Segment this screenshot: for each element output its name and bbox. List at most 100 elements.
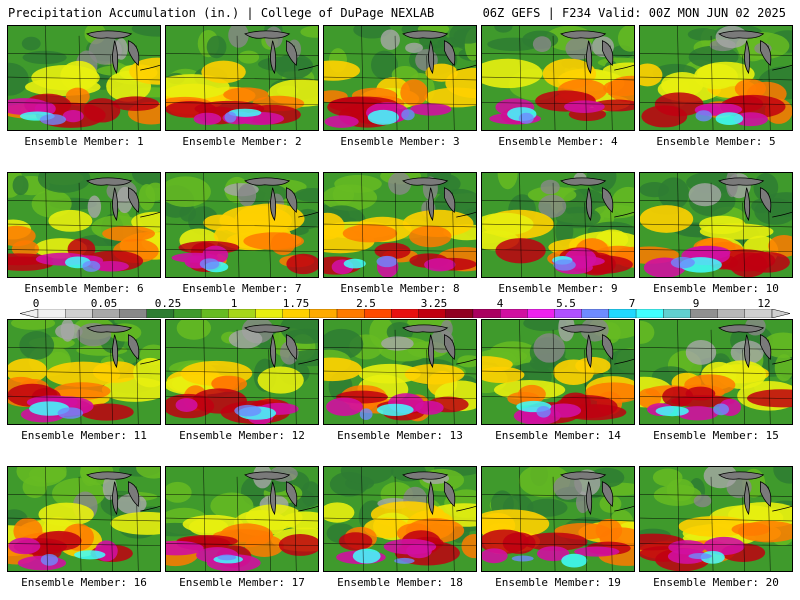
colorbar-labels: 0 0.05 0.25 1 1.75 2.5 3.25 4 5.5 7 9 12 xyxy=(20,297,790,310)
colorbar-swatch xyxy=(554,309,582,318)
ensemble-map-panel xyxy=(7,172,161,278)
ensemble-member-label: Ensemble Member: 6 xyxy=(24,282,144,295)
colorbar-tick-label: 0.25 xyxy=(154,297,182,310)
colorbar-swatch xyxy=(744,309,773,318)
ensemble-member-label: Ensemble Member: 14 xyxy=(495,429,621,442)
colorbar-swatch xyxy=(309,309,338,318)
colorbar-swatch xyxy=(200,309,229,318)
ensemble-member-label: Ensemble Member: 15 xyxy=(653,429,779,442)
precip-map xyxy=(324,320,476,424)
colorbar-swatch xyxy=(391,309,419,318)
precip-map xyxy=(324,26,476,130)
precip-map xyxy=(324,173,476,277)
ensemble-member-label: Ensemble Member: 16 xyxy=(21,576,147,589)
colorbar-tick-label: 1 xyxy=(230,297,238,310)
colorbar-tick-label: 4 xyxy=(496,297,504,310)
precip-map xyxy=(482,320,634,424)
ensemble-map-panel xyxy=(481,466,635,572)
precip-map xyxy=(640,467,792,571)
ensemble-member-label: Ensemble Member: 4 xyxy=(498,135,618,148)
ensemble-map-panel xyxy=(7,25,161,131)
ensemble-map-panel xyxy=(639,25,793,131)
colorbar-tick-label: 3.25 xyxy=(420,297,448,310)
ensemble-member-label: Ensemble Member: 11 xyxy=(21,429,147,442)
colorbar-swatch xyxy=(635,309,664,318)
colorbar-tick-label: 1.75 xyxy=(282,297,310,310)
precip-map xyxy=(166,467,318,571)
colorbar-swatch xyxy=(418,309,446,318)
colorbar-swatch xyxy=(336,309,365,318)
ensemble-member-label: Ensemble Member: 17 xyxy=(179,576,305,589)
ensemble-map-panel xyxy=(481,319,635,425)
precip-map xyxy=(482,173,634,277)
colorbar-tick-label: 7 xyxy=(628,297,636,310)
ensemble-map-panel xyxy=(481,25,635,131)
precip-map xyxy=(166,26,318,130)
ensemble-member-label: Ensemble Member: 13 xyxy=(337,429,463,442)
colorbar-swatch xyxy=(173,309,202,318)
ensemble-member-label: Ensemble Member: 8 xyxy=(340,282,460,295)
ensemble-map-panel xyxy=(165,466,319,572)
colorbar-tick-label: 2.5 xyxy=(356,297,376,310)
ensemble-map-panel xyxy=(323,172,477,278)
colorbar-swatch xyxy=(445,309,474,318)
colorbar-swatch xyxy=(282,309,311,318)
colorbar-swatch xyxy=(65,309,93,318)
ensemble-member-label: Ensemble Member: 10 xyxy=(653,282,779,295)
colorbar-tick-label: 0 xyxy=(32,297,40,310)
ensemble-member-label: Ensemble Member: 20 xyxy=(653,576,779,589)
colorbar-tick-label: 5.5 xyxy=(556,297,576,310)
ensemble-map-panel xyxy=(165,25,319,131)
model-run-info: 06Z GEFS | F234 Valid: 00Z MON JUN 02 20… xyxy=(482,6,786,20)
colorbar-left-arrow xyxy=(20,309,39,318)
ensemble-map-panel xyxy=(481,172,635,278)
page-title: Precipitation Accumulation (in.) | Colle… xyxy=(8,6,435,20)
colorbar-swatch xyxy=(527,309,555,318)
colorbar-swatch xyxy=(690,309,718,318)
ensemble-map-panel xyxy=(165,172,319,278)
colorbar-swatch xyxy=(581,309,610,318)
ensemble-map-panel xyxy=(323,25,477,131)
ensemble-member-label: Ensemble Member: 2 xyxy=(182,135,302,148)
colorbar xyxy=(20,309,790,318)
ensemble-member-label: Ensemble Member: 5 xyxy=(656,135,776,148)
colorbar-right-arrow xyxy=(771,309,790,318)
colorbar-swatch xyxy=(472,309,501,318)
precip-map xyxy=(640,320,792,424)
ensemble-map-panel xyxy=(7,319,161,425)
ensemble-map-panel xyxy=(639,172,793,278)
colorbar-swatch xyxy=(364,309,392,318)
ensemble-member-label: Ensemble Member: 9 xyxy=(498,282,618,295)
precip-map xyxy=(640,26,792,130)
colorbar-swatch xyxy=(717,309,745,318)
ensemble-map-panel xyxy=(639,466,793,572)
precip-map xyxy=(8,26,160,130)
ensemble-map-panel xyxy=(165,319,319,425)
ensemble-map-panel xyxy=(639,319,793,425)
colorbar-swatch xyxy=(255,309,283,318)
ensemble-member-label: Ensemble Member: 7 xyxy=(182,282,302,295)
colorbar-swatch xyxy=(92,309,120,318)
colorbar-swatch xyxy=(608,309,637,318)
precip-map xyxy=(8,173,160,277)
colorbar-tick-label: 9 xyxy=(692,297,700,310)
ensemble-member-label: Ensemble Member: 18 xyxy=(337,576,463,589)
precip-map xyxy=(166,320,318,424)
precip-map xyxy=(640,173,792,277)
colorbar-swatch xyxy=(663,309,691,318)
colorbar-swatch xyxy=(119,309,147,318)
colorbar-tick-label: 0.05 xyxy=(90,297,118,310)
precip-map xyxy=(324,467,476,571)
ensemble-map-panel xyxy=(7,466,161,572)
colorbar-swatch xyxy=(146,309,175,318)
ensemble-map-panel xyxy=(323,319,477,425)
colorbar-tick-label: 12 xyxy=(757,297,771,310)
colorbar-swatch xyxy=(499,309,528,318)
ensemble-member-label: Ensemble Member: 19 xyxy=(495,576,621,589)
ensemble-member-label: Ensemble Member: 12 xyxy=(179,429,305,442)
precip-map xyxy=(8,467,160,571)
precip-map xyxy=(166,173,318,277)
ensemble-member-label: Ensemble Member: 3 xyxy=(340,135,460,148)
ensemble-map-panel xyxy=(323,466,477,572)
ensemble-member-label: Ensemble Member: 1 xyxy=(24,135,144,148)
